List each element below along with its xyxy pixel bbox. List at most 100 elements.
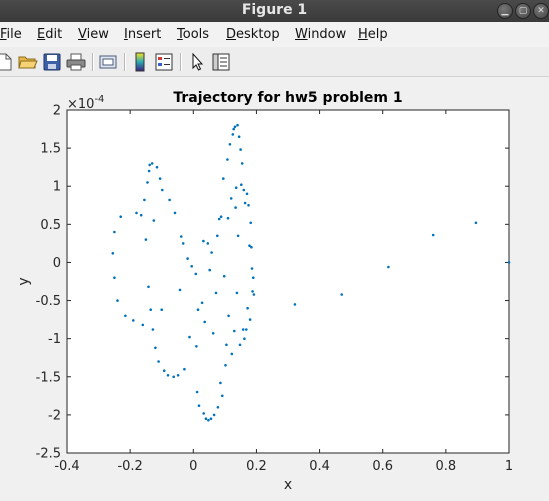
data-point (147, 169, 151, 173)
data-point (207, 418, 210, 422)
data-point (209, 417, 213, 421)
data-point (181, 242, 185, 245)
link-plot-icon[interactable] (98, 52, 118, 72)
x-tick-label: 0 (189, 459, 197, 474)
data-point (232, 127, 235, 131)
data-point (219, 381, 222, 385)
data-point (161, 188, 164, 192)
maximize-icon[interactable]: ▢ (515, 3, 531, 19)
menu-window[interactable]: Window (295, 27, 347, 42)
open-file-icon[interactable] (18, 52, 38, 72)
menu-tools[interactable]: Tools (177, 27, 210, 42)
data-point (158, 177, 162, 180)
y-axis-label: y (16, 277, 32, 285)
data-series (111, 123, 511, 422)
menu-insert[interactable]: Insert (124, 27, 162, 42)
data-point (221, 394, 224, 398)
data-point (387, 265, 390, 269)
insert-colorbar-icon[interactable] (130, 52, 150, 72)
menu-view[interactable]: View (78, 27, 109, 42)
data-point (195, 390, 199, 394)
data-point (172, 375, 175, 379)
data-point (113, 276, 116, 279)
data-point (216, 234, 219, 238)
x-tick-label: -0.2 (117, 459, 142, 474)
data-point (240, 162, 244, 165)
save-icon[interactable] (42, 52, 62, 72)
data-point (162, 369, 166, 373)
data-point (237, 135, 241, 138)
data-point (251, 290, 254, 293)
print-icon[interactable] (66, 52, 86, 72)
data-point (202, 412, 205, 415)
data-point (116, 299, 119, 302)
menu-desktop[interactable]: Desktop (226, 27, 280, 42)
menu-help[interactable]: Help (358, 27, 388, 42)
data-point (217, 217, 221, 221)
plot-area[interactable] (66, 109, 510, 454)
y-tick-label: -2.5 (36, 447, 61, 462)
data-point (144, 238, 148, 241)
data-point (197, 404, 201, 408)
data-point (236, 234, 240, 238)
minimize-icon[interactable]: ▁ (497, 3, 513, 19)
data-point (242, 188, 246, 192)
menu-edit[interactable]: Edit (37, 27, 63, 42)
data-point (149, 308, 152, 311)
data-point (211, 332, 215, 335)
data-point (186, 257, 189, 260)
data-point (119, 215, 122, 218)
data-point (230, 352, 234, 356)
data-point (245, 192, 249, 196)
data-point (206, 242, 210, 245)
data-point (238, 343, 242, 347)
data-point (234, 206, 237, 209)
data-point (235, 291, 239, 295)
data-point (194, 272, 198, 276)
scatter-chart[interactable]: -0.4 -0.2 0 0.2 0.4 0.6 0.8 1 -2.5 -2 -1.5 -1 -0.5 0… (0, 78, 549, 501)
data-point (233, 125, 237, 129)
data-point (132, 319, 135, 322)
figure-toolbar (0, 47, 549, 77)
data-point (224, 364, 227, 367)
data-point (246, 306, 249, 310)
data-point (228, 143, 232, 146)
x-tick-label: 0.2 (246, 459, 267, 474)
data-point (168, 198, 171, 202)
toolbar-separator (180, 53, 182, 71)
y-tick-label: -2 (48, 408, 61, 423)
data-point (195, 345, 198, 348)
data-point (252, 276, 255, 279)
data-point (190, 265, 193, 268)
data-point (340, 293, 344, 296)
data-point (233, 329, 236, 333)
toolbar-separator (124, 53, 126, 71)
data-point (240, 183, 243, 186)
y-tick-label: 2 (53, 104, 61, 119)
x-axis: -0.4 -0.2 0 0.2 0.4 0.6 0.8 1 (54, 110, 513, 474)
data-point (202, 239, 205, 243)
data-point (431, 233, 435, 237)
property-inspector-icon[interactable] (211, 52, 231, 72)
data-point (227, 314, 230, 318)
new-figure-icon[interactable] (0, 52, 14, 72)
y-tick-label: -1.5 (36, 370, 61, 385)
y-tick-label: 1 (53, 180, 61, 195)
data-point (188, 335, 191, 339)
data-point (250, 245, 253, 249)
data-point (135, 211, 138, 215)
edit-plot-arrow-icon[interactable] (187, 52, 207, 72)
data-point (222, 177, 225, 180)
x-axis-label: x (284, 477, 292, 493)
x-tick-label: 1 (505, 459, 513, 474)
y-axis-exponent: ×10-4 (67, 94, 104, 112)
insert-legend-icon[interactable] (154, 52, 174, 72)
x-tick-label: 0.8 (436, 459, 457, 474)
close-icon[interactable]: ✕ (533, 3, 549, 19)
menu-file[interactable]: File (0, 27, 22, 42)
data-point (229, 197, 233, 200)
data-point (243, 201, 247, 205)
window-titlebar: Figure 1 ▁ ▢ ✕ (0, 0, 549, 22)
data-point (139, 213, 143, 217)
y-tick-label: -0.5 (36, 294, 61, 309)
